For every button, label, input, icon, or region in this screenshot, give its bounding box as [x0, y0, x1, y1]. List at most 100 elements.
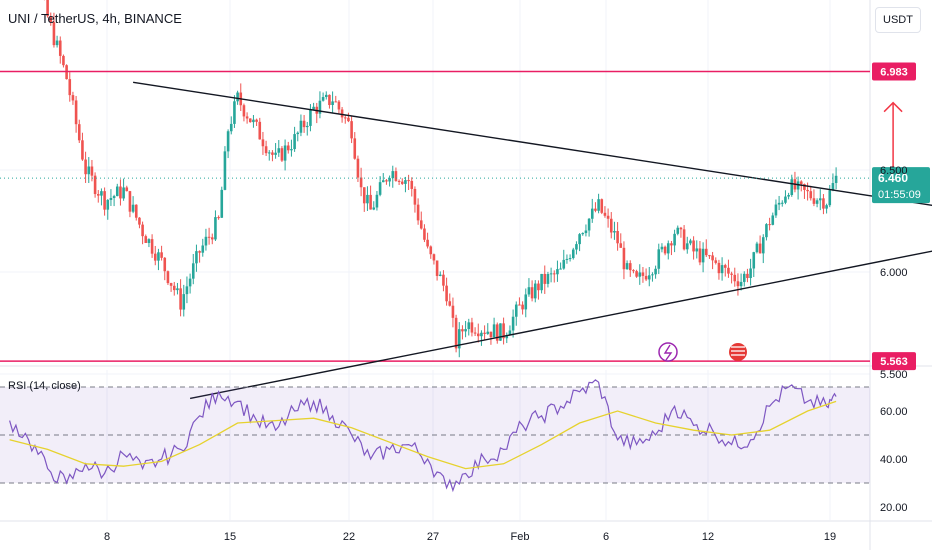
candle-body	[318, 100, 322, 114]
candle-body	[701, 248, 705, 263]
rsi-label: RSI (14, close)	[8, 380, 81, 392]
candle-body	[309, 109, 312, 126]
candle-body	[584, 230, 588, 234]
candle-body	[499, 323, 502, 341]
candle-body	[296, 132, 300, 135]
chart-title: UNI / TetherUS, 4h, BINANCE	[8, 11, 182, 26]
candle-body	[347, 117, 350, 122]
candle-body	[723, 265, 727, 268]
candle-body	[644, 275, 648, 280]
candle-body	[575, 244, 578, 250]
candle-body	[552, 273, 556, 275]
candle-body	[258, 121, 262, 140]
candle-body	[214, 217, 217, 240]
candle-body	[448, 301, 452, 306]
candle-body	[185, 286, 189, 295]
candle-body	[606, 215, 610, 219]
candle-body	[375, 194, 379, 208]
candle-body	[613, 230, 616, 233]
candle-body	[635, 271, 638, 277]
candle-body	[543, 273, 547, 284]
candle-body	[385, 180, 388, 182]
candle-body	[641, 272, 645, 276]
candle-body	[138, 217, 141, 225]
candle-body	[223, 151, 227, 190]
arrow-head	[883, 101, 903, 113]
candle-body	[616, 230, 619, 244]
candle-body	[172, 285, 176, 291]
candle-body	[419, 220, 423, 229]
candle-body	[676, 227, 680, 234]
candle-body	[600, 199, 604, 213]
candle-body	[777, 202, 781, 205]
candle-body	[248, 118, 252, 123]
candle-body	[787, 195, 790, 197]
candle-body	[353, 138, 357, 159]
candle-body	[803, 184, 806, 190]
candle-body	[157, 252, 160, 261]
candle-body	[226, 131, 230, 152]
candle-body	[331, 101, 334, 106]
candle-body	[540, 273, 543, 291]
candle-body	[530, 287, 534, 299]
candle-body	[191, 263, 195, 279]
time-tick-label: 27	[427, 531, 439, 543]
time-tick-label: Feb	[511, 531, 530, 543]
candle-body	[670, 243, 673, 246]
candle-body	[55, 40, 59, 46]
candle-body	[625, 263, 629, 270]
candle-body	[654, 268, 657, 275]
candle-body	[505, 335, 509, 339]
candle-body	[473, 332, 477, 334]
candle-body	[426, 239, 429, 247]
candle-body	[603, 212, 607, 216]
candle-body	[397, 180, 401, 182]
candle-body	[809, 191, 813, 199]
candle-body	[271, 152, 274, 155]
level-label: 5.563	[880, 356, 908, 368]
candle-body	[825, 205, 828, 209]
candle-body	[68, 79, 72, 96]
time-tick-label: 12	[702, 531, 714, 543]
candle-body	[153, 253, 157, 261]
candle-body	[511, 316, 515, 331]
candle-body	[822, 198, 825, 209]
candle-body	[739, 281, 743, 287]
candle-body	[103, 191, 106, 210]
candle-body	[274, 152, 277, 155]
candle-body	[150, 239, 154, 254]
flag-icon	[729, 343, 747, 361]
candle-body	[122, 187, 125, 199]
candle-body	[720, 265, 724, 274]
candle-body	[267, 152, 271, 154]
candle-body	[771, 215, 775, 225]
candle-body	[828, 190, 832, 206]
last-price-label: 6.460	[878, 171, 908, 185]
candle-body	[261, 139, 265, 147]
candle-body	[619, 243, 623, 248]
candle-body	[198, 251, 201, 253]
candle-body	[52, 22, 56, 46]
candle-body	[49, 16, 53, 23]
price-tick-label: 5.500	[880, 369, 908, 381]
candle-body	[755, 243, 759, 253]
price-tick-label: 6.500	[880, 165, 908, 177]
candle-body	[312, 106, 315, 110]
candle-body	[359, 177, 363, 188]
candle-body	[290, 149, 293, 151]
triangle-upper-line	[132, 81, 932, 207]
currency-button[interactable]: USDT	[875, 7, 921, 33]
candle-body	[438, 274, 442, 276]
candle-body	[682, 229, 686, 250]
candle-body	[109, 198, 113, 200]
candle-body	[400, 181, 404, 184]
candle-body	[708, 255, 711, 257]
candle-body	[559, 268, 562, 270]
candle-body	[464, 329, 467, 332]
candle-body	[749, 268, 752, 279]
candle-body	[204, 236, 208, 246]
candle-body	[217, 217, 220, 219]
candle-body	[666, 243, 670, 254]
candle-body	[692, 240, 695, 252]
